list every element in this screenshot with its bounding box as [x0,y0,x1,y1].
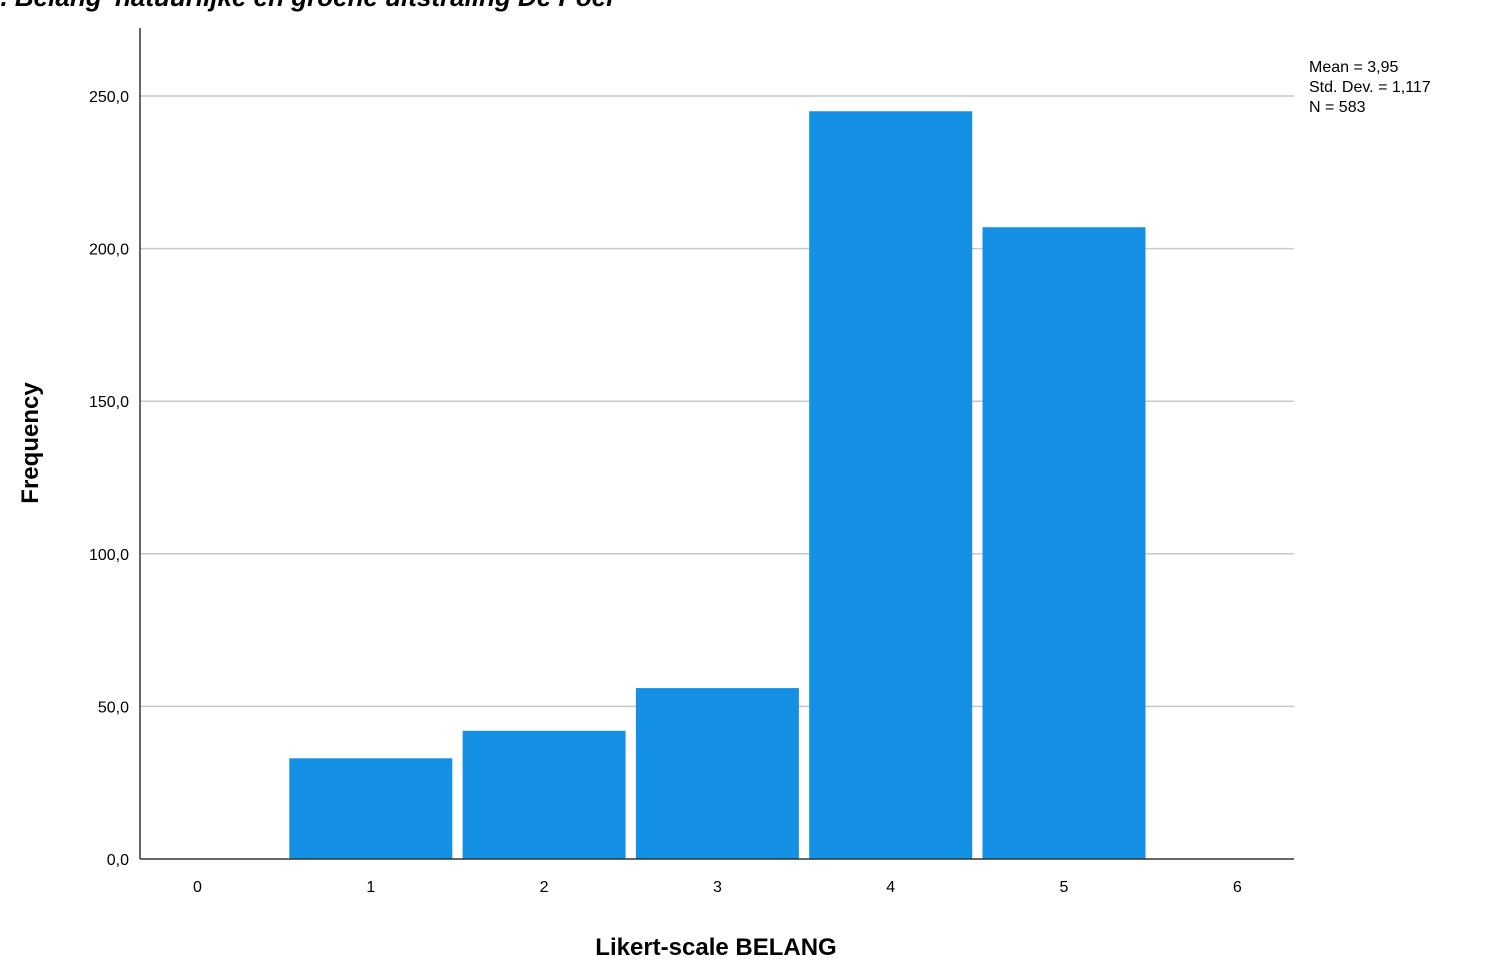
histogram-bar [289,758,452,859]
x-tick-label: 5 [1060,879,1069,896]
x-tick-label: 4 [886,879,895,896]
histogram-bar [809,111,972,859]
x-tick-label: 2 [540,879,549,896]
x-tick-label: 6 [1233,879,1242,896]
y-tick-label: 250,0 [89,89,129,106]
x-tick-label: 1 [366,879,375,896]
x-axis-title: Likert-scale BELANG [595,934,836,961]
stats-std-dev: Std. Dev. = 1,117 [1309,79,1431,96]
x-tick-labels: 0 1 2 3 4 5 6 [193,879,1242,896]
stats-mean: Mean = 3,95 [1309,59,1399,76]
chart-title: ... Belang 'natuurlijke en groene uitstr… [0,0,620,12]
x-tick-label: 3 [713,879,722,896]
histogram-bar [636,688,799,859]
y-tick-label: 200,0 [89,242,129,259]
y-axis-title: Frequency [17,382,44,504]
y-tick-labels: 0,0 50,0 100,0 150,0 200,0 250,0 [89,89,129,869]
y-tick-label: 150,0 [89,394,129,411]
histogram-bar [983,227,1146,859]
stats-box: Mean = 3,95 Std. Dev. = 1,117 N = 583 [1309,59,1431,116]
bars [289,111,1145,859]
x-tick-label: 0 [193,879,202,896]
y-tick-label: 0,0 [107,852,129,869]
stats-n: N = 583 [1309,99,1366,116]
histogram-bar [463,731,626,859]
y-tick-label: 50,0 [98,699,129,716]
y-tick-label: 100,0 [89,547,129,564]
